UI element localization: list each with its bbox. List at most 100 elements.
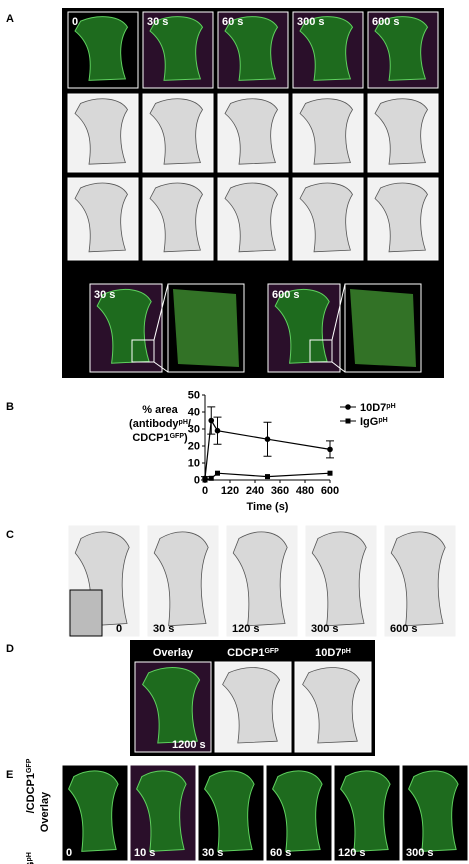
cell [173, 289, 239, 367]
y-axis-label-tail: ) [184, 432, 188, 444]
time-label: 600 s [372, 16, 400, 28]
y-tick-label: 40 [188, 407, 200, 419]
row-label-text: IgG [25, 862, 37, 864]
row-label-sup: pH [26, 852, 33, 861]
legend-marker [345, 418, 351, 424]
x-tick-label: 360 [271, 485, 289, 497]
time-label: 60 s [270, 847, 291, 859]
cell [302, 667, 361, 744]
x-tick-label: 240 [246, 485, 264, 497]
time-label: 0 [72, 16, 78, 28]
time-label: 30 s [147, 16, 168, 28]
cell [74, 98, 128, 165]
cell [204, 770, 255, 852]
row-label-sup: GFP [26, 758, 33, 773]
time-label: 30 s [94, 289, 115, 301]
y-tick-label: 30 [188, 424, 200, 436]
y-axis-label: % area [142, 404, 178, 416]
time-label: 10 s [134, 847, 155, 859]
cell [390, 531, 446, 627]
row-label: Overlay [39, 791, 51, 832]
cell [274, 288, 330, 364]
y-axis-label: (antibodypH/ [129, 418, 191, 430]
cell [68, 770, 119, 852]
marker [214, 427, 221, 434]
row-label-sup: GFP [49, 107, 56, 122]
zoom-line [331, 283, 346, 341]
legend-marker [345, 404, 351, 410]
cell [374, 16, 429, 81]
legend-text: IgG [360, 416, 378, 428]
y-axis-label-sup: pH [179, 419, 188, 426]
cell [149, 182, 203, 253]
legend-sup: pH [378, 417, 387, 424]
row-label-sup: pH [49, 201, 56, 210]
marker [327, 446, 333, 453]
row-label-text: CDCP1 [48, 122, 60, 159]
x-tick-label: 600 [321, 485, 339, 497]
cell [232, 531, 288, 627]
marker [265, 474, 270, 480]
row-label: Overlay [48, 29, 60, 70]
column-header-sup: GFP [264, 648, 279, 655]
cell [224, 98, 278, 165]
cell [299, 98, 353, 165]
panel-letter: A [6, 13, 14, 25]
cell [374, 182, 428, 253]
y-axis-label: CDCP1GFP) [132, 432, 188, 444]
time-label: 120 s [338, 847, 366, 859]
marker [264, 436, 271, 443]
time-label: 300 s [311, 623, 339, 635]
x-axis-label: Time (s) [247, 501, 289, 513]
time-label: 300 s [406, 847, 434, 859]
y-tick-label: 0 [194, 475, 200, 487]
cell [224, 16, 279, 81]
cell [374, 98, 428, 165]
cell [224, 182, 278, 253]
row-label: /CDCP1GFP [25, 758, 37, 813]
cell [149, 16, 204, 81]
row-label: CDCP1GFP [48, 107, 60, 159]
time-label: 120 s [232, 623, 260, 635]
cell [141, 667, 201, 744]
time-label: 600 s [272, 289, 300, 301]
cell [74, 16, 129, 81]
cell [149, 98, 203, 165]
y-tick-label: 50 [188, 390, 200, 402]
column-header-sup: pH [341, 648, 350, 655]
x-tick-label: 120 [221, 485, 239, 497]
column-header: Overlay [153, 647, 194, 659]
marker [208, 475, 214, 481]
marker [215, 470, 220, 476]
cell [340, 770, 391, 852]
time-label: 0 [66, 847, 72, 859]
row-label-text: Overlay [48, 29, 60, 70]
time-label: 1200 s [172, 739, 206, 751]
row-label: IgGpH [25, 852, 37, 864]
column-header: 10D7pH [315, 647, 351, 659]
zoom-box [131, 339, 155, 363]
inset [69, 589, 103, 637]
time-label: 30 s [153, 623, 174, 635]
time-label: 600 s [390, 623, 418, 635]
y-axis-label-text: (antibody [129, 418, 179, 430]
y-tick-label: 10 [188, 458, 200, 470]
cell [350, 289, 416, 367]
time-label: 0 [116, 623, 122, 635]
row-label-text: 10D7 [48, 211, 60, 237]
y-axis-label-sup: GFP [170, 433, 185, 440]
zoom-line [331, 361, 346, 373]
time-label: 60 s [222, 16, 243, 28]
x-tick-label: 0 [202, 485, 208, 497]
cell [136, 770, 187, 852]
marker [208, 417, 215, 424]
cell [96, 288, 152, 364]
x-tick-label: 480 [296, 485, 314, 497]
time-label: 300 s [297, 16, 325, 28]
y-axis-label-text: CDCP1 [132, 432, 169, 444]
zoom-line [153, 361, 169, 373]
marker [327, 470, 333, 476]
column-header: CDCP1GFP [227, 647, 279, 659]
panel-letter: B [6, 401, 14, 413]
